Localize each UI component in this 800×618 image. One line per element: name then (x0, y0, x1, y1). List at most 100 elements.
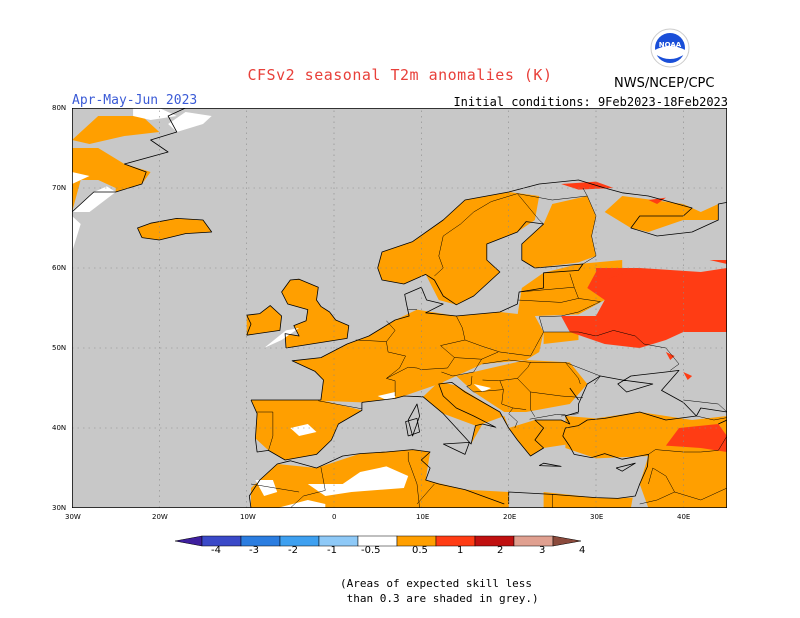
country-border (482, 359, 531, 382)
lat-tick: 30N (52, 504, 67, 512)
coastline (137, 218, 213, 241)
colorbar-label: 1 (457, 545, 464, 556)
anomaly-region-0.5-1 (521, 196, 596, 268)
initial-conditions-label: Initial conditions: 9Feb2023-18Feb2023 (453, 95, 728, 109)
lat-tick: 40N (52, 424, 67, 432)
coastline (569, 387, 579, 401)
coastline (361, 369, 697, 504)
anomaly-region-0.5-1 (377, 192, 540, 305)
coastline (443, 441, 470, 455)
lon-tick: 30E (590, 513, 604, 521)
footnote: (Areas of expected skill less than 0.3 a… (340, 576, 539, 606)
graticule (72, 108, 727, 508)
coastline (696, 407, 727, 417)
footnote-line-2: than 0.3 are shaded in grey.) (340, 592, 539, 605)
colorbar-arrow-left (174, 535, 203, 547)
coastline (246, 305, 283, 336)
country-border (517, 378, 583, 398)
season-label: Apr-May-Jun 2023 (72, 93, 198, 108)
anomaly-region-neutral (72, 216, 81, 268)
country-border (565, 362, 601, 377)
anomaly-region-neutral (277, 500, 326, 508)
country-border (648, 435, 727, 455)
country-border (441, 359, 482, 377)
colorbar-segment (435, 535, 476, 547)
anomaly-region-0.5-1 (456, 360, 588, 412)
anomaly-region-neutral (168, 112, 212, 132)
anomaly-region-1-2 (665, 352, 675, 360)
colorbar-label: 3 (539, 545, 546, 556)
lat-tick: 80N (52, 104, 67, 112)
anomaly-map (72, 108, 727, 508)
country-border (517, 298, 601, 318)
organization-label: NWS/NCEP/CPC (614, 76, 715, 91)
colorbar-segment (240, 535, 281, 547)
anomaly-region-neutral (72, 172, 90, 184)
country-border (530, 392, 536, 417)
anomaly-region-0.5-1 (72, 148, 151, 212)
colorbar-segment (201, 535, 242, 547)
country-border (561, 413, 579, 417)
coastline (539, 462, 562, 467)
country-border (529, 414, 566, 420)
country-border (508, 407, 518, 429)
footnote-line-1: (Areas of expected skill less (340, 577, 533, 590)
colorbar-label: -1 (327, 545, 337, 556)
country-border (696, 415, 727, 421)
anomaly-region-neutral (307, 466, 409, 496)
country-border (355, 339, 406, 396)
country-border (466, 375, 504, 393)
lon-tick: 10E (416, 513, 430, 521)
anomaly-shading (72, 108, 727, 508)
noaa-logo: NOAA (650, 28, 690, 68)
anomaly-region-0.5-1 (281, 279, 349, 348)
anomaly-region-neutral (290, 424, 317, 436)
anomaly-region-neutral (473, 384, 492, 392)
anomaly-region-1-2 (561, 181, 614, 190)
anomaly-region-0.5-1 (137, 218, 212, 240)
colorbar-label: 0.5 (412, 545, 428, 556)
colorbar-segment (474, 535, 515, 547)
colorbar-segments (174, 535, 582, 547)
anomaly-region-1-2 (709, 260, 727, 264)
country-border (407, 452, 420, 508)
country-border (543, 330, 680, 371)
coastline (281, 278, 350, 349)
country-border (499, 380, 527, 410)
anomaly-region-0.5-1 (604, 196, 719, 232)
anomaly-region-neutral (255, 480, 278, 496)
country-border (386, 320, 396, 342)
country-border (318, 400, 362, 410)
colorbar-label: -3 (249, 545, 259, 556)
country-border (594, 375, 601, 385)
lat-tick: 70N (52, 184, 67, 192)
anomaly-region-0.5-1 (72, 116, 160, 144)
anomaly-region-neutral (72, 186, 116, 212)
anomaly-region-1-2 (665, 424, 727, 452)
country-border (416, 483, 435, 505)
logo-text: NOAA (659, 41, 682, 49)
lon-tick: 10W (240, 513, 256, 521)
anomaly-region-0.5-1 (543, 492, 633, 508)
colorbar-segment (318, 535, 359, 547)
anomaly-region-neutral (377, 392, 396, 400)
coastline (72, 108, 186, 213)
coastline (405, 417, 421, 437)
lon-tick: 40E (677, 513, 691, 521)
coastline (251, 179, 727, 401)
country-border (386, 315, 466, 379)
anomaly-region-0.5-1 (246, 305, 282, 336)
anomaly-region-0.5-1 (508, 420, 575, 456)
lon-tick: 20W (152, 513, 168, 521)
country-border (257, 411, 274, 451)
anomaly-region-neutral (133, 108, 177, 120)
anomaly-region-neutral (264, 328, 300, 348)
lon-tick: 20E (503, 513, 517, 521)
country-border (250, 483, 300, 493)
colorbar (174, 535, 582, 547)
coastline (248, 449, 505, 508)
colorbar-arrow-right (552, 535, 582, 547)
country-border (464, 316, 544, 357)
country-border (582, 187, 597, 265)
country-border (434, 193, 588, 277)
